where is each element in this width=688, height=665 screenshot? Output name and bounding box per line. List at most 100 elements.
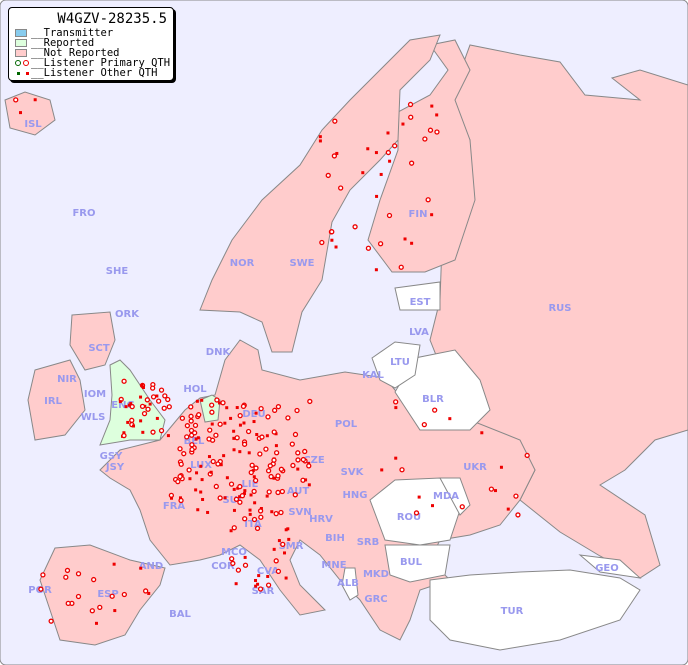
country-label-rus: RUS: [548, 303, 571, 314]
listener-primary-marker: [89, 608, 95, 614]
listener-primary-marker: [275, 473, 281, 479]
listener-other-marker: [265, 494, 269, 498]
country-label-esp: ESP: [97, 589, 118, 600]
listener-primary-marker: [188, 413, 194, 419]
listener-other-marker: [307, 483, 311, 487]
listener-primary-marker: [273, 450, 280, 456]
listener-other-marker: [430, 213, 434, 217]
listener-primary-marker: [237, 499, 243, 505]
listener-other-marker: [252, 420, 256, 424]
listener-primary-marker: [399, 467, 405, 473]
listener-primary-marker: [184, 423, 191, 429]
listener-other-marker: [296, 467, 300, 471]
listener-other-marker: [249, 493, 253, 497]
legend-primary-qth: __Listener Primary QTH: [9, 58, 173, 68]
listener-other-marker: [431, 504, 435, 508]
country-label-mco: MCO: [221, 547, 247, 558]
listener-primary-marker: [292, 431, 299, 438]
country-label-fin: FIN: [409, 209, 428, 220]
listener-primary-marker: [386, 212, 393, 219]
listener-other-marker: [375, 194, 379, 198]
listener-other-marker: [232, 436, 236, 440]
listener-primary-marker: [365, 245, 372, 251]
country-label-grc: GRC: [364, 594, 387, 605]
listener-other-marker: [206, 510, 210, 514]
listener-primary-marker: [139, 403, 146, 410]
listener-other-marker: [257, 574, 261, 578]
listener-other-marker: [210, 422, 214, 426]
listener-primary-marker: [144, 397, 151, 403]
listener-other-marker: [410, 241, 414, 245]
listener-primary-marker: [145, 406, 151, 412]
listener-primary-marker: [206, 436, 212, 442]
listener-primary-marker: [248, 469, 254, 476]
listener-primary-marker: [214, 397, 220, 403]
listener-primary-marker: [237, 413, 243, 419]
listener-primary-marker: [178, 497, 184, 504]
listener-primary-marker: [434, 129, 440, 135]
listener-other-marker: [286, 527, 290, 531]
listener-other-marker: [196, 436, 200, 440]
listener-primary-marker: [377, 241, 384, 247]
country-label-bel: BEL: [184, 436, 205, 447]
listener-primary-marker: [231, 525, 237, 531]
listener-other-marker: [140, 383, 144, 387]
listener-primary-marker: [233, 496, 240, 502]
country-label-gsy: GSY: [100, 451, 123, 462]
listener-other-marker: [254, 584, 258, 588]
listener-primary-marker: [65, 600, 71, 607]
listener-other-marker: [243, 555, 247, 559]
listener-primary-marker: [338, 185, 344, 191]
listener-other-marker: [394, 406, 398, 410]
listener-primary-marker: [285, 415, 291, 421]
listener-primary-marker: [175, 478, 181, 485]
listener-primary-marker: [242, 516, 248, 522]
listener-other-marker: [266, 574, 270, 578]
listener-other-marker: [480, 431, 484, 435]
listener-other-marker: [304, 478, 308, 482]
listener-other-marker: [401, 122, 405, 126]
listener-other-marker: [254, 411, 258, 415]
listener-primary-marker: [292, 492, 298, 498]
listener-other-marker: [155, 416, 159, 420]
listener-primary-marker: [210, 458, 216, 465]
country-label-bal: BAL: [169, 609, 191, 620]
listener-other-marker: [218, 401, 222, 405]
listener-other-marker: [19, 111, 23, 115]
listener-other-marker: [194, 488, 198, 492]
listener-other-marker: [223, 496, 227, 500]
country-label-mne: MNE: [321, 560, 346, 571]
listener-other-marker: [254, 578, 258, 582]
listener-primary-marker: [267, 463, 273, 469]
listener-other-marker: [284, 576, 288, 580]
listener-other-marker: [122, 431, 126, 435]
listener-primary-marker: [150, 394, 157, 400]
country-label-irl: IRL: [44, 396, 62, 407]
country-georgia: [578, 554, 642, 579]
listener-primary-marker: [329, 229, 335, 235]
listener-other-marker: [274, 444, 278, 448]
listener-other-marker: [139, 566, 143, 570]
listener-other-marker: [200, 398, 204, 402]
listener-primary-marker: [165, 396, 171, 403]
listener-other-marker: [219, 463, 223, 467]
listener-primary-marker: [289, 441, 295, 447]
legend-title: W4GZV-28235.5: [57, 11, 167, 27]
listener-other-marker: [238, 450, 242, 454]
listener-other-marker: [388, 159, 392, 163]
listener-primary-marker: [265, 414, 271, 420]
listener-primary-marker: [229, 556, 235, 562]
listener-other-marker: [141, 386, 145, 390]
country-iceland: [4, 91, 56, 136]
listener-other-marker: [166, 434, 170, 438]
listener-primary-marker: [251, 488, 257, 495]
listener-primary-marker: [393, 399, 399, 405]
listener-other-marker: [272, 547, 276, 551]
listener-other-marker: [155, 394, 159, 398]
listener-other-marker: [248, 508, 252, 512]
listener-primary-marker: [352, 224, 358, 230]
country-label-blr: BLR: [422, 394, 444, 405]
listener-other-marker: [435, 113, 439, 117]
country-label-sar: SAR: [252, 586, 275, 597]
listener-primary-marker: [179, 415, 186, 421]
